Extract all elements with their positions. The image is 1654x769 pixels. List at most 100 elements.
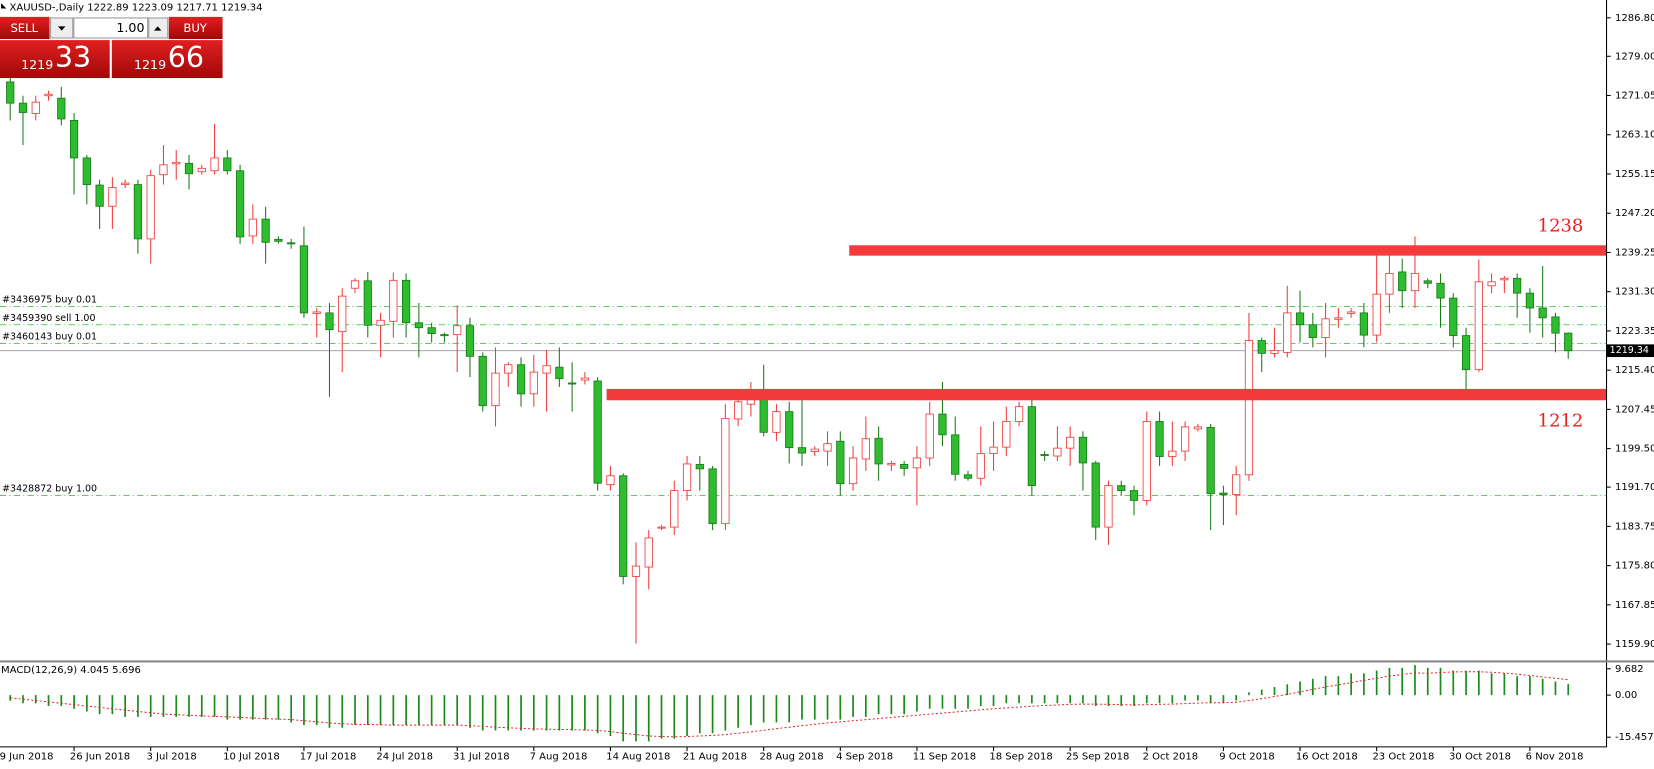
candle-body — [299, 245, 309, 314]
x-tick-label: 4 Sep 2018 — [836, 751, 893, 762]
candle-body — [657, 526, 666, 529]
x-tick-label: 30 Oct 2018 — [1449, 751, 1511, 762]
x-tick-label: 28 Aug 2018 — [759, 751, 823, 762]
y-tick-label: 1159.90 — [1615, 639, 1654, 650]
candle-body — [1014, 406, 1024, 422]
candle-body — [376, 319, 385, 326]
candle-body — [516, 364, 526, 395]
macd-label: MACD(12,26,9) — [1, 665, 77, 676]
y-tick-label: 1183.75 — [1615, 521, 1654, 532]
x-tick-label: 18 Sep 2018 — [989, 751, 1052, 762]
candle-body — [312, 311, 321, 314]
candle-body — [1551, 316, 1560, 334]
buy-button[interactable] — [168, 16, 223, 40]
x-tick-label: 11 Sep 2018 — [913, 751, 976, 762]
one-click-trading: SELL 1.00 BUY 1219 33 1219 66 — [0, 16, 223, 79]
candle-body — [121, 182, 130, 186]
sell-button[interactable] — [0, 16, 50, 40]
macd-info: MACD(12,26,9) 4.045 5.696 — [1, 665, 141, 676]
symbol: XAUUSD-,Daily — [9, 2, 84, 13]
candle-body — [427, 327, 436, 335]
candle-body — [414, 322, 423, 329]
buy-price-main: 1219 — [134, 57, 166, 72]
candle-body — [363, 280, 372, 326]
lot-field[interactable] — [73, 17, 149, 39]
candle-body — [721, 418, 730, 525]
down-arrow — [58, 26, 66, 31]
level-zone — [606, 388, 1607, 401]
candle-body — [108, 187, 117, 207]
candle-body — [1091, 462, 1100, 528]
y-tick-label: 1247.20 — [1615, 208, 1654, 219]
candle-body — [1078, 436, 1088, 464]
high: 1223.09 — [132, 2, 173, 13]
candle-body — [1423, 280, 1432, 284]
candle-body — [159, 164, 168, 176]
candle-body — [1193, 426, 1202, 430]
order-label: #3460143 buy 0.01 — [2, 332, 97, 343]
candle-body — [1308, 324, 1317, 338]
x-tick-label: 17 Jul 2018 — [300, 751, 357, 762]
candle-body — [453, 325, 462, 336]
bid-label-box — [1606, 344, 1654, 358]
sell-price-box[interactable] — [0, 40, 110, 79]
candle-body — [1257, 340, 1266, 354]
candle-body — [593, 380, 602, 484]
buy-price-pips: 66 — [168, 41, 204, 74]
macd-tick-label: 9.682 — [1615, 664, 1644, 675]
bid-label: 1219.34 — [1610, 345, 1649, 356]
x-tick-label: 10 Jul 2018 — [223, 751, 280, 762]
candle-body — [670, 490, 679, 528]
candle-body — [734, 401, 743, 420]
close: 1219.34 — [221, 2, 262, 13]
x-tick-label: 7 Aug 2018 — [530, 751, 588, 762]
candle-body — [1027, 406, 1036, 487]
candle-body — [1436, 282, 1445, 299]
candle-body — [1232, 474, 1241, 495]
candle-body — [976, 453, 985, 479]
x-tick-label: 25 Sep 2018 — [1066, 751, 1129, 762]
candle-body — [1449, 297, 1458, 337]
x-tick-label: 14 Aug 2018 — [606, 751, 670, 762]
candle-body — [606, 475, 615, 486]
candle-body — [172, 161, 181, 165]
buy-price-box[interactable] — [111, 40, 223, 79]
candle-body — [555, 366, 564, 379]
candle-body — [401, 279, 411, 324]
candle-body — [823, 443, 832, 452]
sell-label: SELL — [10, 21, 38, 35]
order-label: #3428872 buy 1.00 — [2, 484, 97, 495]
candle-body — [810, 448, 819, 453]
candle-body — [1219, 492, 1228, 495]
candle-body — [797, 447, 807, 454]
level-label: 1238 — [1538, 215, 1584, 236]
candle-body — [1283, 312, 1292, 353]
candle-body — [350, 280, 360, 289]
candle-body — [861, 438, 870, 460]
candle-body — [1104, 485, 1113, 528]
level-label: 1212 — [1538, 410, 1584, 431]
candle-body — [248, 218, 257, 237]
macd-tick-label: -15.457 — [1615, 732, 1654, 743]
candle-body — [1168, 450, 1177, 457]
x-tick-label: 9 Oct 2018 — [1219, 751, 1275, 762]
candle-body — [478, 355, 487, 407]
low: 1217.71 — [176, 2, 217, 13]
candle-body — [491, 372, 500, 407]
x-tick-label: 21 Aug 2018 — [683, 751, 747, 762]
candle-body — [887, 463, 896, 466]
candle-body — [1538, 307, 1547, 319]
candle-body — [644, 537, 653, 568]
y-tick-label: 1271.05 — [1615, 90, 1654, 101]
candle-body — [1513, 277, 1522, 294]
up-arrow — [154, 26, 162, 31]
candle-body — [1040, 454, 1049, 457]
candle-body — [785, 411, 794, 449]
candle-body — [708, 468, 717, 525]
candle-body — [1334, 317, 1343, 320]
candle-body — [1117, 485, 1126, 491]
candle-body — [1180, 426, 1190, 452]
x-tick-label: 6 Nov 2018 — [1526, 751, 1584, 762]
candle-body — [772, 411, 781, 433]
candle-body — [82, 157, 91, 186]
